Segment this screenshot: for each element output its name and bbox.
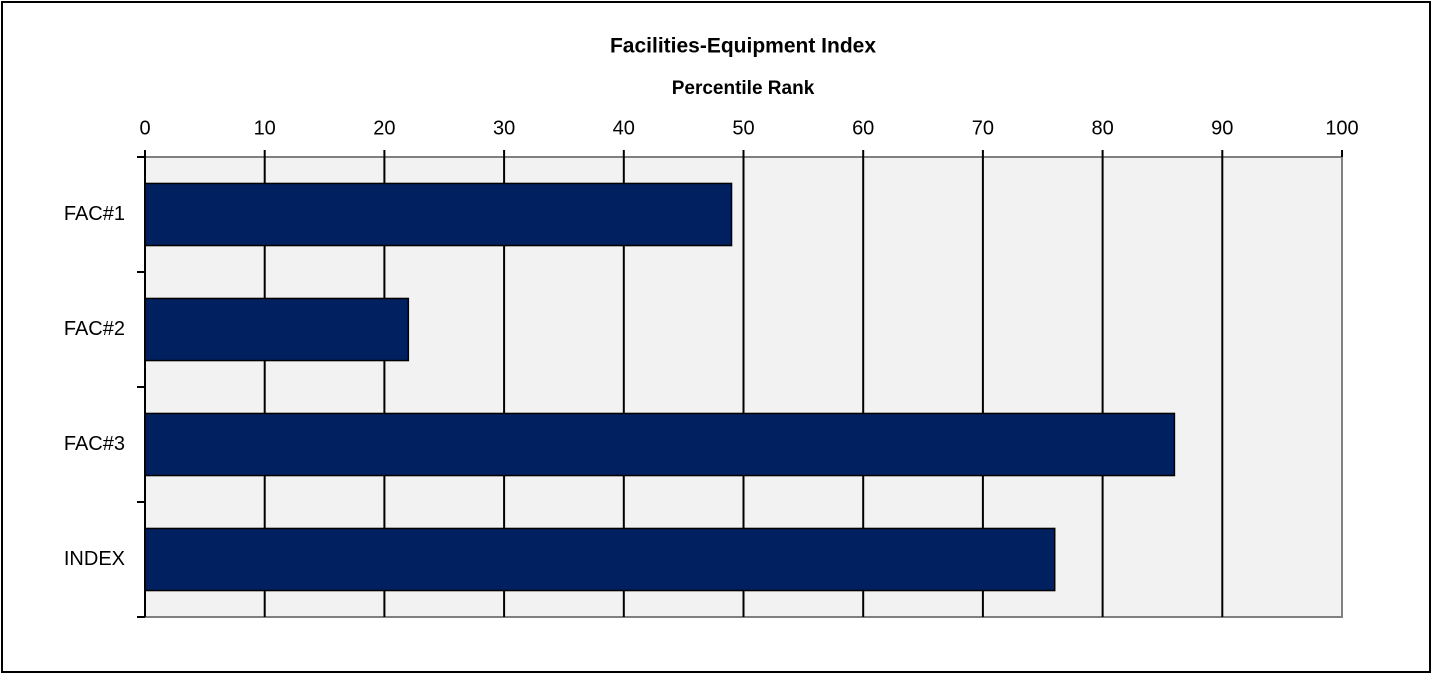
x-tick-label: 30 xyxy=(493,117,515,139)
bar xyxy=(144,297,410,362)
y-tick-label: FAC#2 xyxy=(64,318,125,340)
y-tick-label: FAC#3 xyxy=(64,433,125,455)
x-tick-label: 50 xyxy=(732,117,754,139)
x-tick-label: 10 xyxy=(254,117,276,139)
x-axis-title: Percentile Rank xyxy=(672,78,815,99)
x-tick-label: 100 xyxy=(1325,117,1358,139)
y-tick-label: INDEX xyxy=(64,548,125,570)
x-tick-label: 40 xyxy=(613,117,635,139)
y-tick-label: FAC#1 xyxy=(64,203,125,225)
bar xyxy=(144,527,1056,592)
x-tick-label: 90 xyxy=(1211,117,1233,139)
bar xyxy=(144,412,1176,477)
x-tick-label: 80 xyxy=(1091,117,1113,139)
x-tick-label: 0 xyxy=(139,117,150,139)
x-tick-label: 70 xyxy=(972,117,994,139)
x-tick-label: 60 xyxy=(852,117,874,139)
chart-title: Facilities-Equipment Index xyxy=(610,35,876,58)
x-tick-label: 20 xyxy=(373,117,395,139)
bar xyxy=(144,182,733,247)
